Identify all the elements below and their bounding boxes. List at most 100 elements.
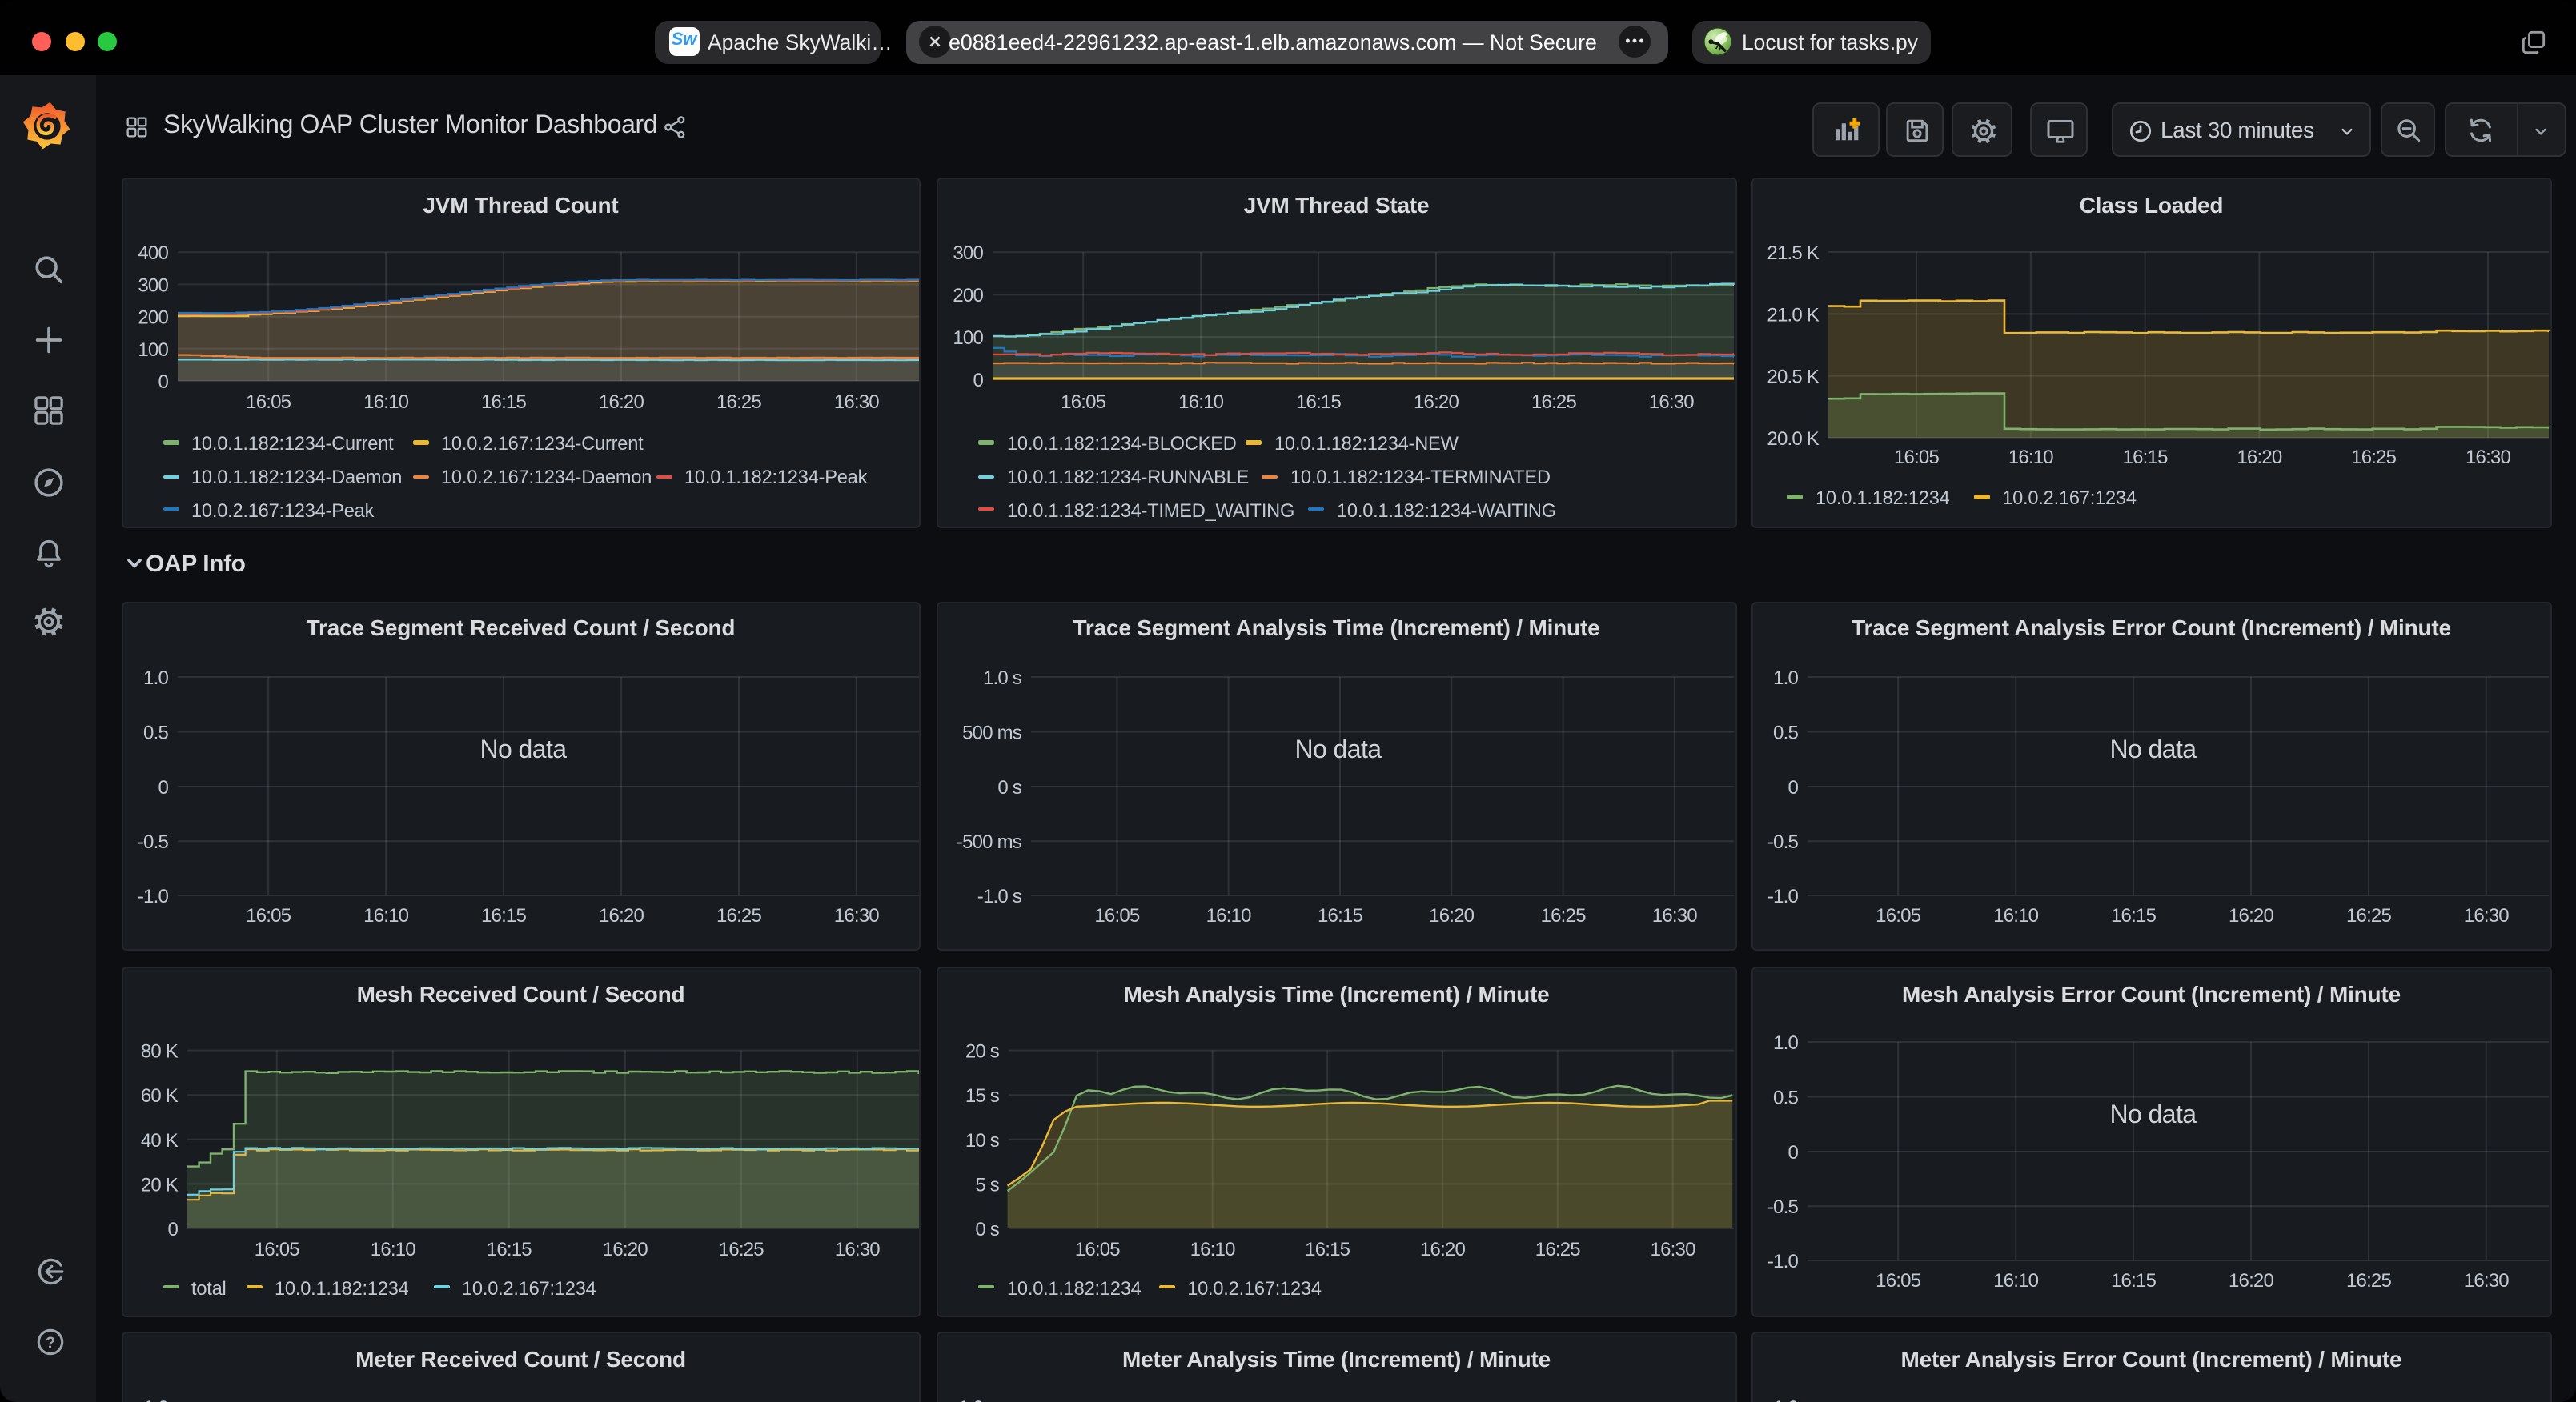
- svg-text:16:25: 16:25: [716, 904, 761, 926]
- svg-text:16:15: 16:15: [1296, 391, 1342, 413]
- svg-text:0: 0: [973, 370, 983, 391]
- svg-text:16:30: 16:30: [1652, 904, 1698, 926]
- svg-text:16:30: 16:30: [833, 391, 879, 413]
- svg-text:16:10: 16:10: [363, 391, 408, 413]
- svg-text:300: 300: [137, 274, 167, 296]
- svg-text:0.5: 0.5: [142, 722, 167, 743]
- svg-text:16:05: 16:05: [1876, 1270, 1921, 1292]
- svg-text:16:25: 16:25: [2351, 447, 2397, 468]
- svg-text:0: 0: [167, 1220, 177, 1241]
- svg-text:16:05: 16:05: [1094, 904, 1140, 926]
- svg-text:-500 ms: -500 ms: [957, 831, 1022, 852]
- svg-text:10 s: 10 s: [965, 1130, 1000, 1152]
- svg-text:15 s: 15 s: [965, 1086, 1000, 1108]
- svg-text:16:05: 16:05: [245, 391, 291, 413]
- svg-text:16:20: 16:20: [598, 904, 644, 926]
- svg-text:16:10: 16:10: [1993, 1270, 2039, 1292]
- svg-text:5 s: 5 s: [975, 1175, 999, 1196]
- svg-text:0 s: 0 s: [975, 1220, 999, 1241]
- svg-text:16:05: 16:05: [1075, 1240, 1121, 1261]
- svg-text:0.5: 0.5: [1773, 1088, 1798, 1109]
- svg-text:16:30: 16:30: [1651, 1240, 1696, 1261]
- svg-text:16:25: 16:25: [1531, 391, 1577, 413]
- svg-text:-1.0 s: -1.0 s: [977, 885, 1022, 907]
- svg-text:60 K: 60 K: [140, 1086, 178, 1108]
- svg-text:0 s: 0 s: [997, 776, 1021, 798]
- svg-text:16:05: 16:05: [254, 1240, 299, 1261]
- svg-text:16:05: 16:05: [1894, 447, 1940, 468]
- svg-text:0.5: 0.5: [1773, 722, 1798, 743]
- svg-text:No data: No data: [1295, 734, 1382, 763]
- svg-text:16:30: 16:30: [1649, 391, 1695, 413]
- svg-text:16:10: 16:10: [1206, 904, 1252, 926]
- svg-text:-0.5: -0.5: [137, 831, 168, 852]
- svg-text:1.0: 1.0: [1773, 1033, 1798, 1055]
- svg-text:16:15: 16:15: [486, 1240, 532, 1261]
- svg-text:1.0: 1.0: [958, 1397, 983, 1402]
- svg-text:16:20: 16:20: [2229, 1270, 2274, 1292]
- svg-text:80 K: 80 K: [140, 1041, 178, 1063]
- svg-text:21.0 K: 21.0 K: [1767, 304, 1819, 326]
- svg-text:16:05: 16:05: [1061, 391, 1106, 413]
- svg-text:16:20: 16:20: [1414, 391, 1459, 413]
- svg-text:16:20: 16:20: [598, 391, 644, 413]
- svg-text:No data: No data: [479, 734, 567, 763]
- svg-text:?: ?: [45, 1333, 54, 1351]
- svg-text:16:25: 16:25: [716, 391, 761, 413]
- svg-text:16:10: 16:10: [2008, 447, 2054, 468]
- svg-text:16:10: 16:10: [1190, 1240, 1236, 1261]
- svg-text:0: 0: [1788, 776, 1798, 798]
- svg-text:400: 400: [137, 242, 167, 264]
- svg-text:16:15: 16:15: [1305, 1240, 1350, 1261]
- svg-text:16:25: 16:25: [1541, 904, 1587, 926]
- svg-text:-1.0: -1.0: [1767, 885, 1799, 907]
- svg-text:16:10: 16:10: [363, 904, 408, 926]
- svg-text:20.5 K: 20.5 K: [1767, 367, 1819, 388]
- svg-text:0: 0: [157, 776, 167, 798]
- svg-text:16:20: 16:20: [1429, 904, 1475, 926]
- svg-text:-1.0: -1.0: [137, 885, 168, 907]
- svg-text:20 s: 20 s: [965, 1041, 1000, 1063]
- svg-text:16:30: 16:30: [833, 904, 879, 926]
- svg-text:16:10: 16:10: [1993, 904, 2039, 926]
- svg-text:16:20: 16:20: [602, 1240, 648, 1261]
- svg-text:16:20: 16:20: [2229, 904, 2274, 926]
- svg-text:16:10: 16:10: [370, 1240, 415, 1261]
- svg-text:300: 300: [953, 242, 983, 264]
- svg-text:16:30: 16:30: [2466, 447, 2511, 468]
- svg-text:-0.5: -0.5: [1767, 831, 1799, 852]
- svg-text:16:25: 16:25: [2346, 1270, 2392, 1292]
- svg-text:16:25: 16:25: [2346, 904, 2392, 926]
- svg-text:No data: No data: [2110, 1100, 2197, 1129]
- svg-text:16:15: 16:15: [2111, 904, 2157, 926]
- svg-text:16:30: 16:30: [2464, 1270, 2510, 1292]
- svg-text:0: 0: [1788, 1143, 1798, 1164]
- svg-text:16:05: 16:05: [1876, 904, 1921, 926]
- svg-text:16:15: 16:15: [1318, 904, 1363, 926]
- svg-text:1.0: 1.0: [142, 1397, 167, 1402]
- svg-text:0: 0: [157, 371, 167, 393]
- svg-text:200: 200: [953, 285, 983, 306]
- svg-text:20.0 K: 20.0 K: [1767, 428, 1819, 450]
- svg-text:16:30: 16:30: [2464, 904, 2510, 926]
- svg-text:16:15: 16:15: [2123, 447, 2169, 468]
- svg-text:16:15: 16:15: [2111, 1270, 2157, 1292]
- svg-text:-0.5: -0.5: [1767, 1197, 1799, 1219]
- svg-text:16:15: 16:15: [480, 391, 526, 413]
- svg-text:1.0: 1.0: [1773, 667, 1798, 688]
- svg-text:1.0 s: 1.0 s: [983, 667, 1022, 688]
- svg-text:1.0: 1.0: [142, 667, 167, 688]
- svg-text:40 K: 40 K: [140, 1130, 178, 1152]
- svg-text:1.0: 1.0: [1773, 1397, 1798, 1402]
- svg-text:16:10: 16:10: [1178, 391, 1224, 413]
- svg-text:200: 200: [137, 307, 167, 329]
- svg-text:16:30: 16:30: [834, 1240, 880, 1261]
- svg-text:100: 100: [137, 339, 167, 361]
- svg-text:16:15: 16:15: [480, 904, 526, 926]
- svg-text:16:05: 16:05: [245, 904, 291, 926]
- svg-text:-1.0: -1.0: [1767, 1252, 1799, 1273]
- svg-text:20 K: 20 K: [140, 1175, 178, 1196]
- svg-text:16:20: 16:20: [2237, 447, 2282, 468]
- svg-text:No data: No data: [2110, 734, 2197, 763]
- svg-text:100: 100: [953, 327, 983, 349]
